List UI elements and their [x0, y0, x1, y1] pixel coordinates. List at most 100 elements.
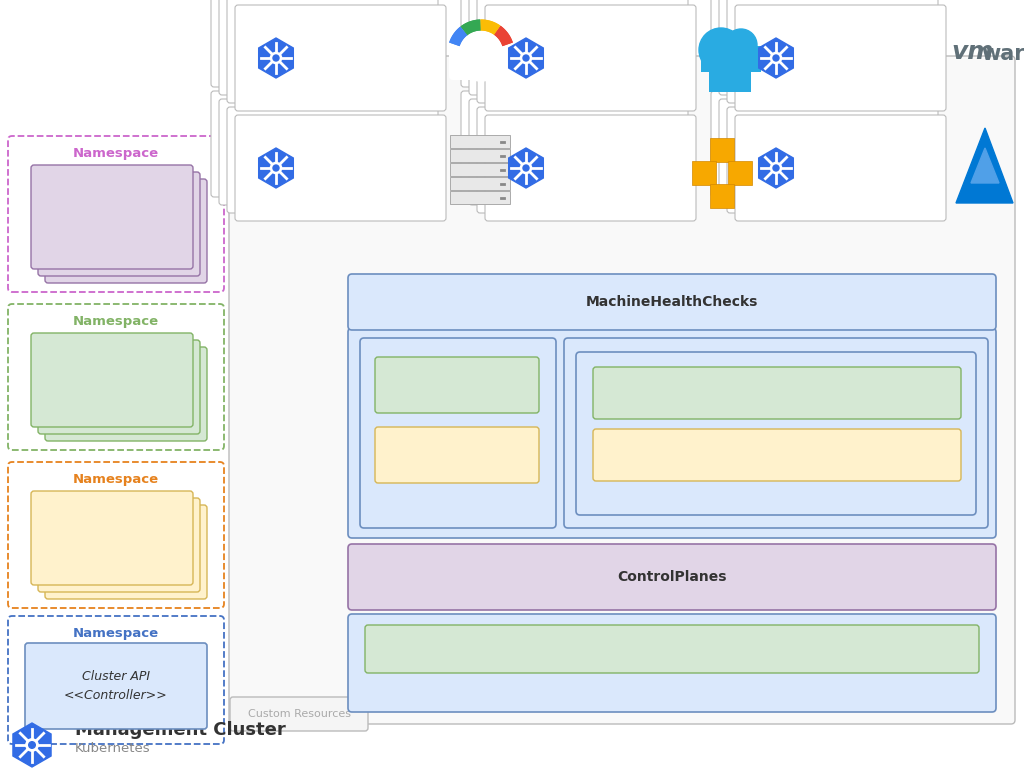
Circle shape [520, 52, 531, 63]
Text: vm: vm [951, 40, 993, 64]
Text: Control Plane provider
<<Controller>>: Control Plane provider <<Controller>> [46, 246, 178, 278]
FancyBboxPatch shape [449, 50, 513, 80]
Polygon shape [509, 38, 544, 78]
Polygon shape [259, 38, 293, 78]
FancyBboxPatch shape [485, 5, 696, 111]
FancyBboxPatch shape [211, 0, 422, 87]
FancyBboxPatch shape [31, 165, 193, 269]
Text: ware: ware [981, 44, 1024, 64]
Text: Cluster API
<<Controller>>: Cluster API <<Controller>> [65, 670, 168, 702]
Text: InfrastructureMachineTemplate: InfrastructureMachineTemplate [685, 387, 869, 400]
FancyBboxPatch shape [485, 115, 696, 221]
Polygon shape [956, 128, 1013, 203]
Text: ControlPlanes: ControlPlanes [617, 570, 727, 584]
FancyBboxPatch shape [727, 0, 938, 103]
Circle shape [699, 28, 743, 72]
Text: Target Cluster: Target Cluster [308, 40, 408, 52]
FancyBboxPatch shape [469, 0, 680, 95]
FancyBboxPatch shape [593, 429, 961, 481]
Circle shape [270, 52, 282, 63]
Text: Bootstrap provider
<<Controller>>: Bootstrap provider <<Controller>> [56, 562, 167, 594]
Text: InfrastructureCluster: InfrastructureCluster [607, 643, 737, 655]
FancyBboxPatch shape [45, 347, 207, 441]
Circle shape [523, 55, 529, 61]
FancyBboxPatch shape [229, 56, 1015, 724]
Text: BootstrapConfig: BootstrapConfig [410, 448, 505, 462]
Text: Custom Resources: Custom Resources [248, 709, 350, 719]
Text: Target Cluster: Target Cluster [308, 149, 408, 162]
FancyBboxPatch shape [31, 491, 193, 585]
FancyBboxPatch shape [450, 163, 510, 176]
Text: Target Cluster: Target Cluster [808, 149, 907, 162]
Text: Kubernetes: Kubernetes [308, 169, 371, 179]
FancyBboxPatch shape [348, 544, 996, 610]
FancyBboxPatch shape [219, 99, 430, 205]
FancyBboxPatch shape [230, 697, 368, 731]
Circle shape [520, 162, 531, 173]
Text: Target Cluster: Target Cluster [558, 149, 657, 162]
FancyBboxPatch shape [38, 498, 200, 592]
Text: Kubernetes: Kubernetes [558, 59, 622, 69]
FancyBboxPatch shape [227, 107, 438, 213]
Text: Kubernetes: Kubernetes [75, 741, 151, 754]
FancyBboxPatch shape [710, 184, 734, 208]
FancyBboxPatch shape [735, 5, 946, 111]
FancyBboxPatch shape [701, 46, 761, 72]
FancyBboxPatch shape [719, 99, 930, 205]
Text: Kubernetes: Kubernetes [308, 59, 371, 69]
FancyBboxPatch shape [575, 352, 976, 515]
FancyBboxPatch shape [461, 0, 672, 87]
FancyBboxPatch shape [728, 161, 752, 185]
Polygon shape [259, 148, 293, 188]
FancyBboxPatch shape [211, 91, 422, 197]
Text: Kubernetes: Kubernetes [808, 169, 871, 179]
FancyBboxPatch shape [450, 149, 510, 162]
FancyBboxPatch shape [360, 338, 556, 528]
Circle shape [725, 29, 757, 61]
FancyBboxPatch shape [219, 0, 430, 95]
FancyBboxPatch shape [719, 0, 930, 95]
FancyBboxPatch shape [234, 115, 446, 221]
FancyBboxPatch shape [45, 179, 207, 283]
FancyBboxPatch shape [692, 161, 716, 185]
Text: MachineDeployment: MachineDeployment [699, 350, 853, 362]
Circle shape [773, 165, 779, 171]
FancyBboxPatch shape [469, 99, 680, 205]
FancyBboxPatch shape [375, 427, 539, 483]
FancyBboxPatch shape [227, 0, 438, 103]
Text: MachineHealthChecks: MachineHealthChecks [586, 295, 758, 309]
FancyBboxPatch shape [727, 107, 938, 213]
FancyBboxPatch shape [348, 328, 996, 538]
FancyBboxPatch shape [477, 0, 688, 103]
FancyBboxPatch shape [45, 505, 207, 599]
Text: MachineSet: MachineSet [732, 363, 819, 376]
FancyBboxPatch shape [348, 614, 996, 712]
FancyBboxPatch shape [365, 625, 979, 673]
FancyBboxPatch shape [735, 115, 946, 221]
Text: Infrastructure provider
<<Controller>>: Infrastructure provider <<Controller>> [45, 404, 179, 436]
Text: Namespace: Namespace [73, 627, 159, 640]
FancyBboxPatch shape [710, 138, 734, 162]
Text: InfrastructureMachine: InfrastructureMachine [392, 379, 522, 391]
Polygon shape [971, 148, 999, 183]
Circle shape [770, 162, 781, 173]
Circle shape [453, 25, 509, 81]
Circle shape [26, 739, 38, 751]
FancyBboxPatch shape [234, 5, 446, 111]
Circle shape [523, 165, 529, 171]
FancyBboxPatch shape [38, 172, 200, 276]
Text: Machine: Machine [427, 350, 489, 362]
Polygon shape [759, 148, 794, 188]
Text: Namespace: Namespace [73, 473, 159, 487]
FancyBboxPatch shape [461, 91, 672, 197]
Circle shape [770, 52, 781, 63]
Circle shape [465, 37, 497, 69]
Circle shape [465, 37, 497, 69]
FancyBboxPatch shape [593, 367, 961, 419]
FancyBboxPatch shape [450, 177, 510, 190]
FancyBboxPatch shape [709, 66, 751, 92]
FancyBboxPatch shape [450, 135, 510, 148]
Text: BootstrapConfigTemplate: BootstrapConfigTemplate [702, 448, 852, 462]
Polygon shape [759, 38, 794, 78]
Circle shape [29, 742, 35, 748]
